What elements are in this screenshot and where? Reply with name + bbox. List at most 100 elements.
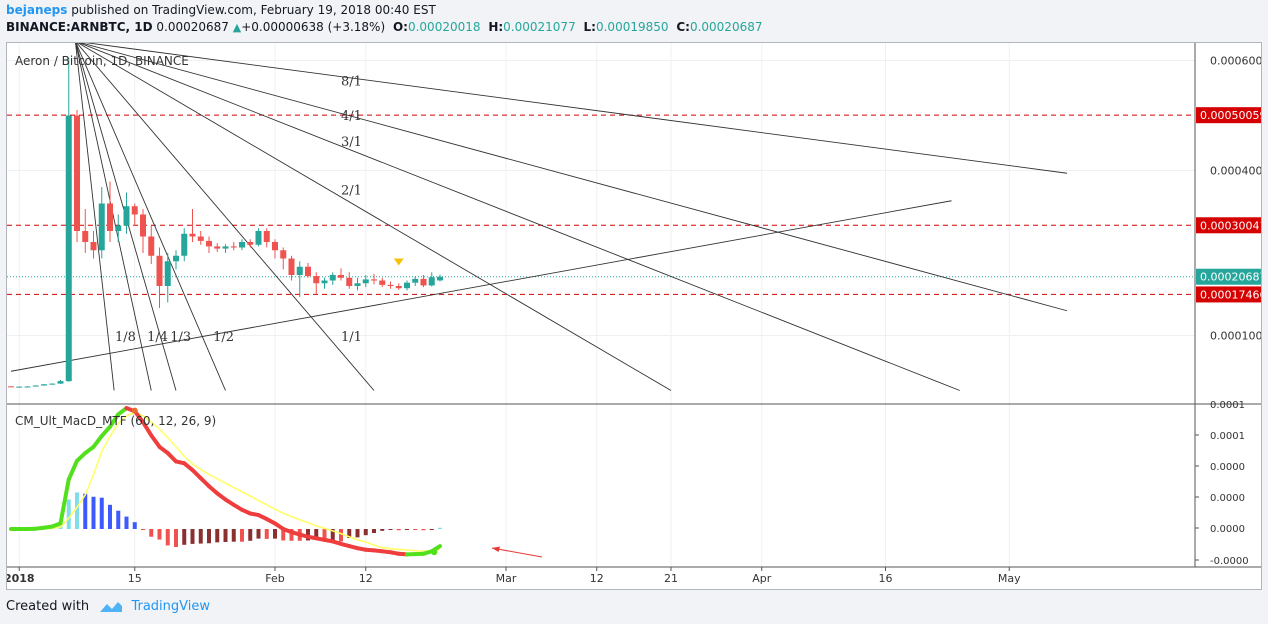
price-pane-title: Aeron / Bitcoin, 1D, BINANCE <box>15 54 189 68</box>
macd-hist-bar-24 <box>207 529 211 544</box>
candle-body-39 <box>329 275 336 281</box>
fan-line-4 <box>76 43 375 391</box>
macd-hist-bar-22 <box>190 529 195 544</box>
last-price: 0.00020687 <box>156 20 229 34</box>
h-level-badge-label-2: 0.00017466 <box>1200 288 1261 301</box>
macd-hist-bar-15 <box>132 522 137 529</box>
price-change: +0.00000638 (+3.18%) <box>241 20 386 34</box>
candle-body-13 <box>115 225 122 231</box>
candle-body-34 <box>288 258 295 275</box>
macd-line-seg-16 <box>141 420 154 438</box>
h-level-badge-label-1: 0.00030041 <box>1200 219 1261 232</box>
candle-body-33 <box>280 250 287 259</box>
macd-hist-bar-48 <box>405 529 409 530</box>
candle-body-36 <box>305 266 311 277</box>
high-label: H: <box>488 20 504 34</box>
candle-body-30 <box>255 231 262 245</box>
fan-label-8: 1/8 <box>115 330 136 345</box>
low-label: L: <box>583 20 596 34</box>
macd-hist-bar-43 <box>363 529 368 536</box>
price-axis-label-1: 0.00040000 <box>1210 165 1261 178</box>
macd-axis-label-4: 0.0000 <box>1210 524 1245 535</box>
low-value: 0.00019850 <box>595 20 669 34</box>
published-text: published on TradingView.com, February 1… <box>71 3 436 17</box>
candle-body-0 <box>8 386 14 388</box>
candle-body-48 <box>404 282 410 289</box>
macd-hist-bar-11 <box>99 497 104 529</box>
macd-hist-bar-37 <box>314 529 319 540</box>
macd-hist-bar-47 <box>396 529 401 531</box>
candle-body-50 <box>420 278 427 286</box>
macd-hist-bar-41 <box>347 529 352 538</box>
macd-hist-bar-12 <box>108 504 112 529</box>
candle-body-9 <box>82 231 89 242</box>
open-label: O: <box>392 20 408 34</box>
candle-body-14 <box>123 206 130 226</box>
candle-body-25 <box>214 246 221 249</box>
fan-label-3: 2/1 <box>341 184 362 199</box>
chart-canvas[interactable]: 8/1 4/1 3/1 2/1 1/1 1/2 1/31/4 1/8 Aeron / Bitco… <box>7 43 1261 589</box>
candle-body-8 <box>74 115 80 231</box>
up-triangle-icon: ▲ <box>232 21 242 34</box>
symbol-label: BINANCE:ARNBTC, 1D <box>6 20 153 34</box>
time-axis-label-3: 12 <box>359 572 373 585</box>
candle-body-32 <box>272 242 278 251</box>
candle-body-27 <box>230 246 237 248</box>
macd-hist-bar-19 <box>165 529 170 546</box>
candle-body-43 <box>362 279 369 284</box>
chart-container[interactable]: 8/1 4/1 3/1 2/1 1/1 1/2 1/3 1/4 1/8 Aeron / Bitco… <box>6 42 1262 590</box>
macd-hist-bar-30 <box>256 529 261 539</box>
macd-hist-bar-9 <box>83 493 88 529</box>
macd-hist-bar-51 <box>429 529 434 530</box>
time-axis-label-7: Apr <box>752 572 772 585</box>
tradingview-brand-link[interactable]: TradingView <box>131 599 210 614</box>
fan-label-7: 1/4 <box>147 330 168 345</box>
candle-body-29 <box>247 242 254 245</box>
fan-line-5 <box>75 43 226 391</box>
macd-axis-label-2: 0.0000 <box>1210 462 1245 473</box>
h-level-badge-1 <box>1196 217 1261 234</box>
candle-body-37 <box>313 276 320 284</box>
candle-body-12 <box>107 203 113 231</box>
fan-label-0: 8/1 <box>341 74 362 89</box>
time-axis-label-9: May <box>998 572 1021 585</box>
candle-body-38 <box>321 280 328 284</box>
macd-line-seg-6 <box>58 477 71 526</box>
macd-axis-label-3: 0.0000 <box>1210 493 1245 504</box>
time-axis-label-2: Feb <box>265 572 284 585</box>
macd-hist-bar-20 <box>174 529 178 547</box>
close-label: C: <box>676 20 690 34</box>
macd-axis-label-5: -0.0000 <box>1210 556 1249 567</box>
close-value: 0.00020687 <box>689 20 763 34</box>
candle-body-21 <box>181 233 188 256</box>
fan-line-0 <box>85 43 1068 174</box>
signal-marker-icon <box>393 258 404 266</box>
candle-body-23 <box>197 236 204 241</box>
candle-body-15 <box>131 206 138 215</box>
tradingview-logo-icon <box>100 601 123 612</box>
macd-hist-bar-7 <box>66 499 71 529</box>
open-value: 0.00020018 <box>407 20 481 34</box>
author-link[interactable]: bejaneps <box>6 3 68 17</box>
macd-hist-bar-38 <box>322 529 327 542</box>
fan-line-2 <box>78 43 960 391</box>
macd-pane <box>9 406 543 558</box>
macd-hist-bar-39 <box>330 529 335 541</box>
macd-hist-bar-34 <box>289 529 294 541</box>
candle-body-47 <box>395 286 402 289</box>
macd-hist-bar-27 <box>231 529 236 542</box>
fan-line-7 <box>75 43 152 391</box>
time-axis-label-5: 12 <box>590 572 604 585</box>
candle-body-35 <box>296 266 303 275</box>
candle-body-49 <box>412 278 419 283</box>
macd-hist-bar-33 <box>281 529 286 541</box>
footer: Created with TradingView <box>6 597 210 617</box>
fan-label-6: 1/3 <box>170 330 191 345</box>
macd-hist-bar-40 <box>339 529 343 542</box>
candle-body-41 <box>346 277 353 286</box>
candle-body-18 <box>156 255 163 286</box>
candle-body-10 <box>90 242 97 251</box>
candle-body-1 <box>16 386 23 388</box>
fan-label-1: 4/1 <box>341 109 362 124</box>
candle-body-26 <box>222 246 229 249</box>
